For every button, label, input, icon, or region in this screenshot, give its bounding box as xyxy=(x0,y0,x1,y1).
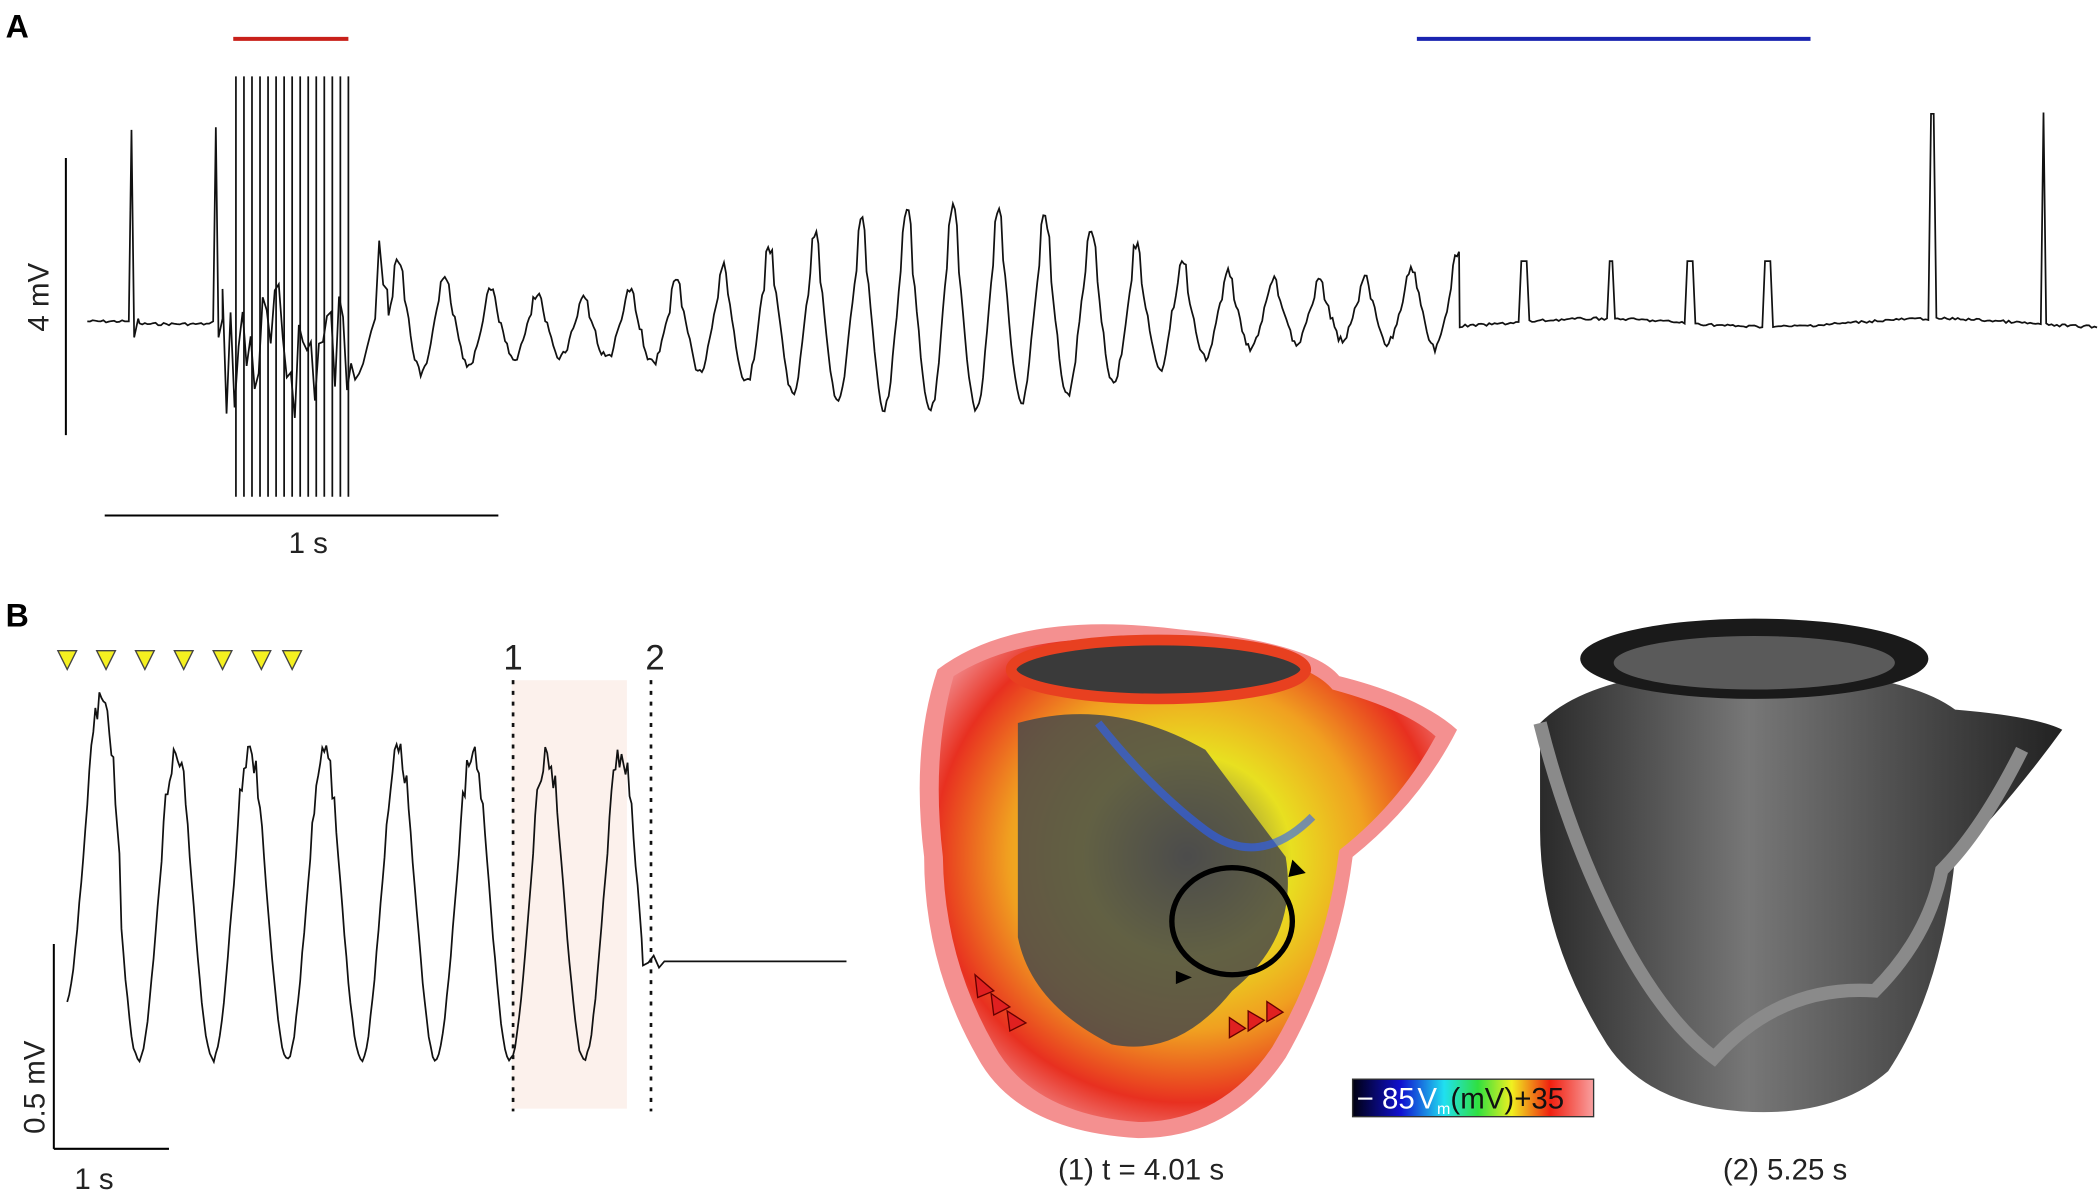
stim-marker xyxy=(173,650,195,671)
scale-label: 0.5 mV xyxy=(18,1040,51,1134)
stim-marker xyxy=(281,650,303,671)
stimulus-lines xyxy=(235,76,350,497)
colorbar-max: +35 xyxy=(1514,1083,1564,1116)
colorbar-unit: (mV) xyxy=(1450,1083,1514,1116)
colorbar-subscript: m xyxy=(1437,1100,1450,1118)
scale-label: 1 s xyxy=(74,1163,113,1193)
panel-label: B xyxy=(6,598,29,634)
trace xyxy=(87,112,2098,418)
stim-marker xyxy=(250,650,272,671)
heart-activation-map xyxy=(919,624,1458,1139)
caption: (2) 5.25 s xyxy=(1723,1154,1847,1187)
stim-marker xyxy=(95,650,117,671)
marker-label: 1 xyxy=(503,638,522,677)
marker-label: 2 xyxy=(645,638,664,677)
colorbar xyxy=(1351,1078,1595,1118)
colorbar-label: − 85 Vm(mV)+35 xyxy=(1357,1083,1565,1118)
markers xyxy=(56,650,303,671)
scale-label: 1 s xyxy=(289,527,328,560)
trace xyxy=(66,692,847,1065)
caption: (1) t = 4.01 s xyxy=(1058,1154,1224,1187)
stim-marker xyxy=(56,650,78,671)
panel-label: A xyxy=(6,8,29,44)
highlight xyxy=(511,680,627,1109)
stim-marker xyxy=(134,650,156,671)
colorbar-min: − 85 xyxy=(1357,1083,1415,1116)
colorbar-symbol: V xyxy=(1417,1083,1437,1116)
heart-render xyxy=(1533,618,2063,1113)
scale-label: 4 mV xyxy=(22,263,55,332)
stim-marker xyxy=(212,650,233,671)
